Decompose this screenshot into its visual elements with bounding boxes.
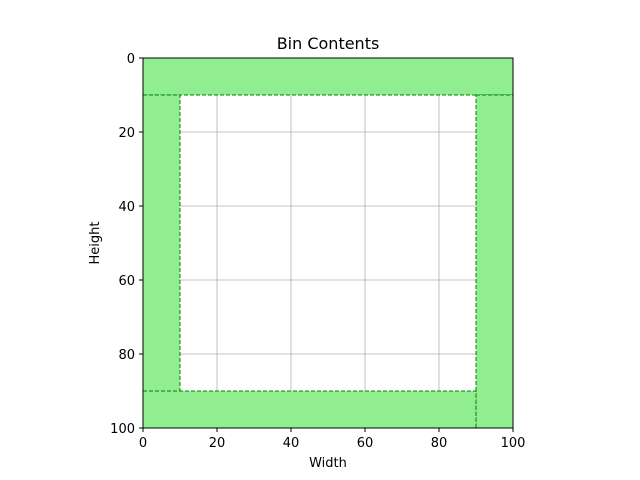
bin-items bbox=[142, 57, 514, 429]
y-tick-label: 40 bbox=[118, 200, 135, 215]
y-tick-label: 0 bbox=[127, 52, 135, 67]
plot-frame bbox=[142, 57, 514, 429]
y-tick-label: 20 bbox=[118, 126, 135, 141]
bin-item-rect bbox=[142, 57, 514, 96]
x-tick-label: 20 bbox=[209, 436, 226, 451]
y-axis-label: Height bbox=[88, 222, 103, 265]
grid-lines bbox=[142, 57, 514, 429]
bin-item-rect bbox=[142, 390, 477, 429]
y-tick-label: 100 bbox=[110, 422, 135, 437]
x-axis-label: Width bbox=[309, 456, 347, 471]
x-tick-label: 0 bbox=[139, 436, 147, 451]
x-tick-label: 80 bbox=[431, 436, 448, 451]
y-axis-ticks: 0 20 40 60 80 100 bbox=[110, 52, 143, 437]
x-tick-label: 100 bbox=[501, 436, 526, 451]
bin-item-rect bbox=[475, 94, 514, 429]
x-tick-label: 40 bbox=[283, 436, 300, 451]
chart-title: Bin Contents bbox=[277, 34, 380, 53]
y-tick-label: 80 bbox=[118, 348, 135, 363]
x-axis-ticks: 0 20 40 60 80 100 bbox=[139, 428, 526, 451]
y-tick-label: 60 bbox=[118, 274, 135, 289]
x-tick-label: 60 bbox=[357, 436, 374, 451]
bin-item-rect bbox=[142, 94, 181, 392]
